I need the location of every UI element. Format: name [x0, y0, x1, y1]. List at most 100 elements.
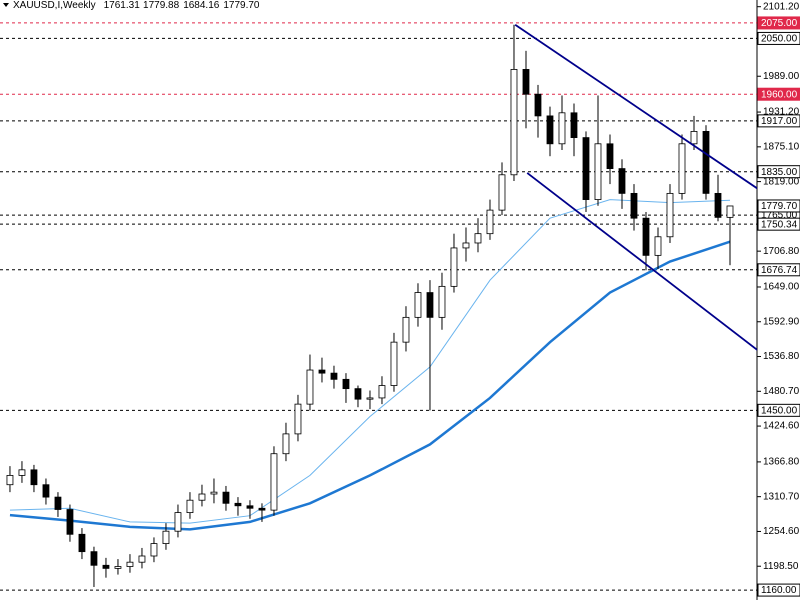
candle-body — [282, 433, 290, 455]
candle-body — [450, 247, 458, 287]
current-price-box — [757, 199, 800, 213]
candle-body — [258, 507, 266, 511]
candle-body — [582, 137, 590, 200]
candle-body — [78, 533, 86, 553]
candle-body — [402, 316, 410, 343]
y-tick-label: 1366.80 — [763, 457, 800, 468]
candle-body — [90, 551, 98, 566]
candle-body — [66, 509, 74, 535]
level-label-box — [757, 16, 800, 30]
candle-body — [714, 192, 722, 218]
level-label-box — [757, 217, 800, 231]
candle-body — [138, 555, 146, 563]
level-label-box — [757, 31, 800, 45]
candle-body — [666, 192, 674, 238]
header-value: 1761.31 — [104, 0, 141, 11]
y-tick-label: 1875.10 — [763, 141, 800, 152]
candle-body — [174, 512, 182, 532]
candle-body — [234, 502, 242, 507]
level-label-box — [757, 583, 800, 597]
candle-body — [198, 493, 206, 501]
y-tick-label: 1254.60 — [763, 526, 800, 537]
candle-body — [654, 236, 662, 256]
plot-area — [0, 22, 757, 591]
y-tick-label: 1480.70 — [763, 386, 800, 397]
channel-line — [514, 24, 757, 190]
candle-body — [510, 69, 518, 176]
candle-body — [630, 192, 638, 219]
candle-body — [342, 378, 350, 390]
candle-body — [390, 341, 398, 386]
current-price-label: 1779.70 — [761, 201, 798, 212]
candle-body — [318, 369, 326, 374]
y-tick-label: 1424.60 — [763, 421, 800, 432]
candle-body — [642, 217, 650, 256]
candle-body — [186, 499, 194, 514]
level-label: 1765.00 — [761, 210, 798, 221]
candle-body — [54, 496, 62, 510]
candle-body — [30, 469, 38, 486]
y-tick-label: 1819.00 — [763, 176, 800, 187]
candle-body — [414, 292, 422, 318]
y-tick-label: 2101.20 — [763, 1, 800, 12]
candle-body — [462, 242, 470, 249]
level-label-box — [757, 263, 800, 277]
level-label: 1917.00 — [761, 116, 798, 127]
candle-body — [618, 168, 626, 194]
level-label: 2050.00 — [761, 34, 798, 45]
candle-body — [606, 143, 614, 169]
y-tick-label: 1931.20 — [763, 107, 800, 118]
candle-body — [18, 469, 26, 476]
level-label: 1750.34 — [761, 219, 798, 230]
candle-body — [150, 543, 158, 557]
level-label: 1835.00 — [761, 167, 798, 178]
candle-body — [270, 453, 278, 511]
channel-line — [526, 172, 757, 351]
candle-body — [294, 403, 302, 435]
candle-body — [534, 93, 542, 117]
candle-body — [378, 385, 386, 399]
y-tick-label: 1592.90 — [763, 316, 800, 327]
candle-body — [726, 205, 734, 218]
candle-body — [354, 388, 362, 400]
candle-body — [474, 233, 482, 244]
candle-body — [438, 285, 446, 318]
candle-body — [366, 397, 374, 400]
candle-body — [594, 143, 602, 200]
candle-body — [570, 112, 578, 139]
candle-body — [522, 69, 530, 95]
candle-body — [210, 491, 218, 495]
candle-body — [126, 561, 134, 567]
candle-body — [6, 475, 14, 486]
y-tick-label: 1536.80 — [763, 351, 800, 362]
menu-triangle — [3, 3, 9, 7]
candle-body — [558, 112, 566, 145]
level-label-box — [757, 87, 800, 101]
level-label: 1450.00 — [761, 405, 798, 416]
candle-body — [114, 566, 122, 569]
axis-area: 2101.202045.101989.001931.201875.101819.… — [757, 1, 800, 597]
level-label: 1676.74 — [761, 265, 798, 276]
candle-body — [546, 115, 554, 145]
candle-body — [42, 484, 50, 498]
level-label: 1960.00 — [761, 89, 798, 100]
candle-body — [330, 372, 338, 380]
candle-body — [690, 131, 698, 145]
level-label: 1160.00 — [761, 585, 797, 596]
level-label-box — [757, 403, 800, 417]
header: XAUUSD,I,Weekly 1761.31 1779.88 1684.16 1779… — [13, 0, 260, 11]
y-tick-label: 1706.80 — [763, 246, 800, 257]
header-value: 1779.88 — [143, 0, 180, 11]
y-tick-label: 1198.50 — [763, 561, 799, 572]
header-value: 1779.70 — [223, 0, 260, 11]
y-tick-label: 1649.00 — [763, 282, 800, 293]
y-tick-label: 1989.00 — [763, 71, 800, 82]
candle-body — [426, 292, 434, 318]
level-label: 2075.00 — [761, 18, 798, 29]
header-value: 1684.16 — [183, 0, 220, 11]
moving-average — [9, 199, 731, 524]
moving-average — [9, 240, 731, 531]
candle-body — [498, 174, 506, 211]
